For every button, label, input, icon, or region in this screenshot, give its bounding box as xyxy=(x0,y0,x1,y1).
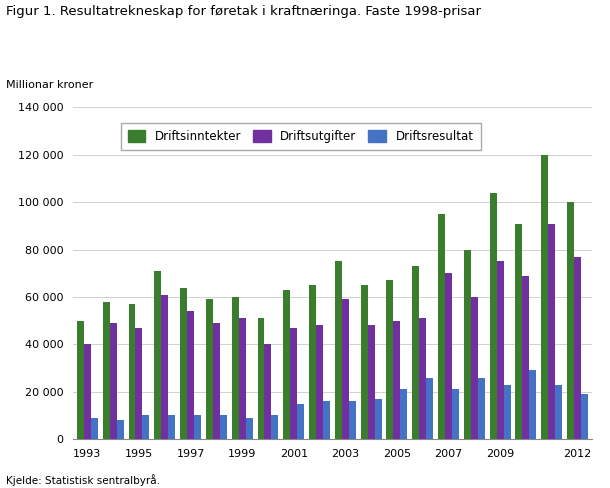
Bar xyxy=(419,318,426,439)
Bar xyxy=(246,418,253,439)
Bar xyxy=(117,420,124,439)
Bar xyxy=(168,415,175,439)
Bar xyxy=(265,345,271,439)
Bar xyxy=(232,297,239,439)
Bar xyxy=(77,321,84,439)
Bar xyxy=(504,385,511,439)
Bar xyxy=(323,401,330,439)
Bar xyxy=(154,271,161,439)
Bar xyxy=(567,202,574,439)
Bar xyxy=(187,311,194,439)
Bar xyxy=(548,224,555,439)
Bar xyxy=(555,385,562,439)
Bar xyxy=(297,404,304,439)
Bar xyxy=(445,273,452,439)
Bar xyxy=(309,285,316,439)
Bar xyxy=(283,290,290,439)
Bar xyxy=(361,285,368,439)
Bar xyxy=(574,257,581,439)
Bar xyxy=(102,302,110,439)
Legend: Driftsinntekter, Driftsutgifter, Driftsresultat: Driftsinntekter, Driftsutgifter, Driftsr… xyxy=(121,123,481,150)
Bar xyxy=(290,328,297,439)
Bar xyxy=(161,295,168,439)
Bar xyxy=(522,276,529,439)
Bar xyxy=(438,214,445,439)
Bar xyxy=(91,418,98,439)
Bar xyxy=(213,323,220,439)
Bar xyxy=(220,415,227,439)
Bar xyxy=(452,389,459,439)
Bar xyxy=(84,345,91,439)
Bar xyxy=(541,155,548,439)
Bar xyxy=(478,378,485,439)
Bar xyxy=(180,287,187,439)
Bar xyxy=(393,321,400,439)
Bar xyxy=(368,325,375,439)
Bar xyxy=(257,318,265,439)
Bar xyxy=(471,297,478,439)
Bar xyxy=(239,318,246,439)
Bar xyxy=(515,224,522,439)
Bar xyxy=(581,394,588,439)
Bar xyxy=(194,415,201,439)
Text: Millionar kroner: Millionar kroner xyxy=(6,81,93,90)
Bar xyxy=(464,249,471,439)
Bar xyxy=(387,281,393,439)
Bar xyxy=(426,378,433,439)
Bar xyxy=(400,389,407,439)
Bar xyxy=(335,262,342,439)
Bar xyxy=(490,193,497,439)
Bar xyxy=(206,299,213,439)
Bar xyxy=(316,325,323,439)
Bar xyxy=(129,304,135,439)
Bar xyxy=(342,299,349,439)
Bar xyxy=(271,415,278,439)
Text: Figur 1. Resultatrekneskap for føretak i kraftnæringa. Faste 1998-prisar: Figur 1. Resultatrekneskap for føretak i… xyxy=(6,5,481,18)
Bar xyxy=(110,323,117,439)
Bar xyxy=(529,370,536,439)
Bar xyxy=(349,401,356,439)
Bar xyxy=(497,262,504,439)
Bar xyxy=(135,328,143,439)
Bar xyxy=(375,399,382,439)
Bar xyxy=(143,415,149,439)
Text: Kjelde: Statistisk sentralbyrå.: Kjelde: Statistisk sentralbyrå. xyxy=(6,474,160,486)
Bar xyxy=(412,266,419,439)
